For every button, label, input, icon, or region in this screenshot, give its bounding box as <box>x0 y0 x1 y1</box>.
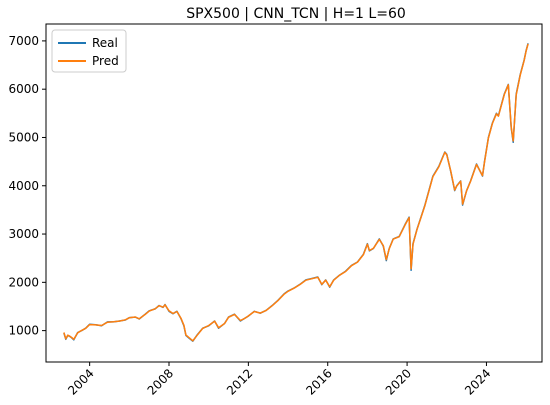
y-tick-label: 6000 <box>8 82 39 96</box>
x-tick-label: 2008 <box>145 366 176 397</box>
series-layer <box>63 43 529 342</box>
y-tick-label: 3000 <box>8 227 39 241</box>
y-tick-label: 2000 <box>8 275 39 289</box>
x-axis: 2004 2008 2012 2016 2020 2024 <box>65 362 494 398</box>
y-tick-label: 4000 <box>8 179 39 193</box>
y-tick-label: 1000 <box>8 324 39 338</box>
x-tick-label: 2020 <box>383 366 414 397</box>
legend: Real Pred <box>51 29 127 73</box>
plot-frame <box>45 23 543 363</box>
x-tick-label: 2012 <box>224 366 255 397</box>
y-axis: 1000 2000 3000 4000 5000 6000 7000 <box>8 34 46 338</box>
x-tick-label: 2004 <box>65 366 96 397</box>
series-line-real <box>63 43 529 342</box>
y-tick-label: 5000 <box>8 130 39 144</box>
x-tick-label: 2016 <box>303 366 334 397</box>
chart-title: SPX500 | CNN_TCN | H=1 L=60 <box>186 6 406 22</box>
y-tick-label: 7000 <box>8 34 39 48</box>
x-tick-label: 2024 <box>462 366 493 397</box>
series-line-pred <box>63 43 529 342</box>
legend-label-pred: Pred <box>92 54 119 68</box>
legend-label-real: Real <box>92 36 118 50</box>
